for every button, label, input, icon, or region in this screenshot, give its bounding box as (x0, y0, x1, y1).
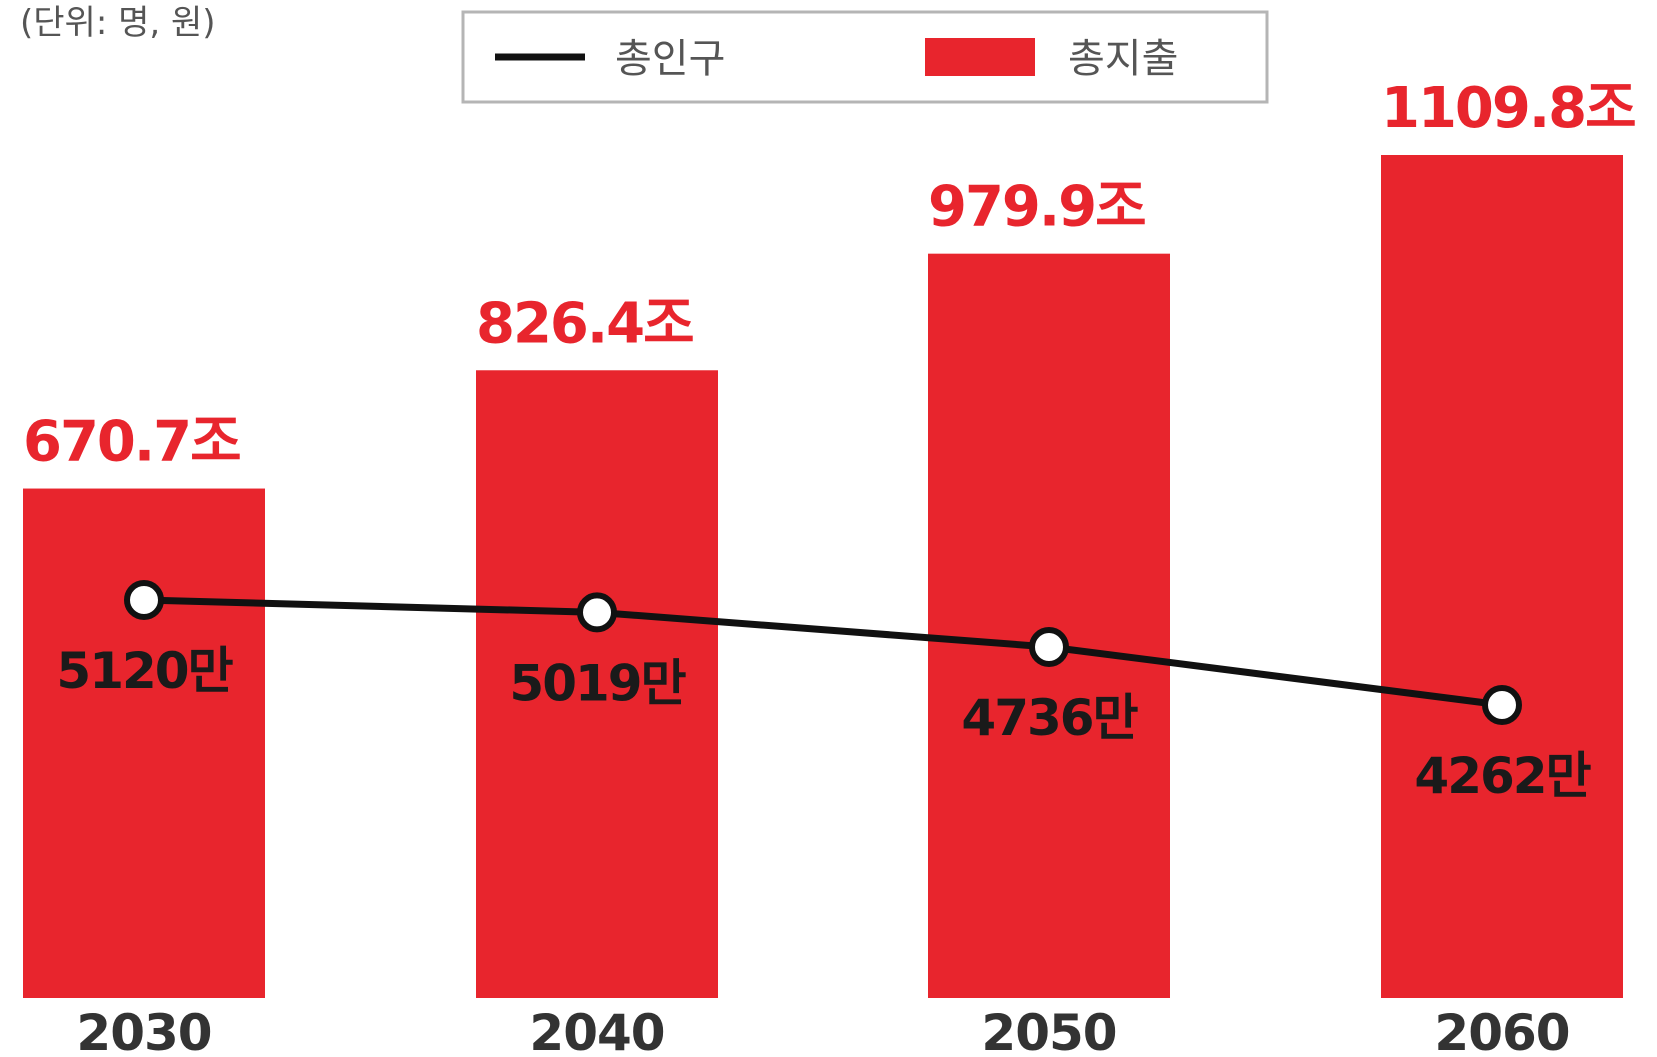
bar-2050 (928, 253, 1170, 998)
population-labels-layer: 5120만 5019만 4736만 4262만 (56, 642, 1593, 805)
population-marker-2060 (1482, 685, 1522, 725)
legend-population-label: 총인구 (615, 36, 725, 82)
x-axis-ticks: 2030 2040 2050 2060 (76, 1004, 1570, 1057)
population-line-layer (124, 580, 1522, 725)
unit-note: (단위: 명, 원) (20, 3, 216, 43)
bar-value-label-2060: 1109.8조 (1381, 76, 1635, 141)
population-line (143, 596, 1503, 709)
bar-2060 (1381, 155, 1623, 998)
bar-labels-layer: 670.7조 826.4조 979.9조 1109.8조 (23, 76, 1637, 475)
population-value-label-2040: 5019만 (509, 654, 686, 712)
bar-2040 (476, 370, 718, 998)
population-value-label-2030: 5120만 (56, 642, 233, 700)
x-tick-2060: 2060 (1434, 1004, 1569, 1057)
population-marker-2030 (124, 580, 164, 620)
bar-value-label-2050: 979.9조 (928, 175, 1145, 240)
population-value-label-2060: 4262만 (1414, 747, 1591, 805)
x-tick-2040: 2040 (529, 1004, 664, 1057)
legend: 총인구 총지출 (461, 10, 1269, 104)
bar-value-label-2040: 826.4조 (476, 291, 693, 356)
population-marker-2040 (577, 592, 617, 633)
population-marker-2050 (1029, 626, 1069, 667)
bar-2030 (23, 488, 265, 998)
bars-layer (23, 155, 1623, 998)
legend-spending-label: 총지출 (1068, 36, 1178, 82)
population-value-label-2050: 4736만 (961, 689, 1138, 747)
legend-bar-swatch (925, 38, 1035, 76)
x-tick-2050: 2050 (981, 1004, 1116, 1057)
x-tick-2030: 2030 (76, 1004, 211, 1057)
bar-value-label-2030: 670.7조 (23, 410, 240, 475)
legend-box (461, 10, 1269, 104)
